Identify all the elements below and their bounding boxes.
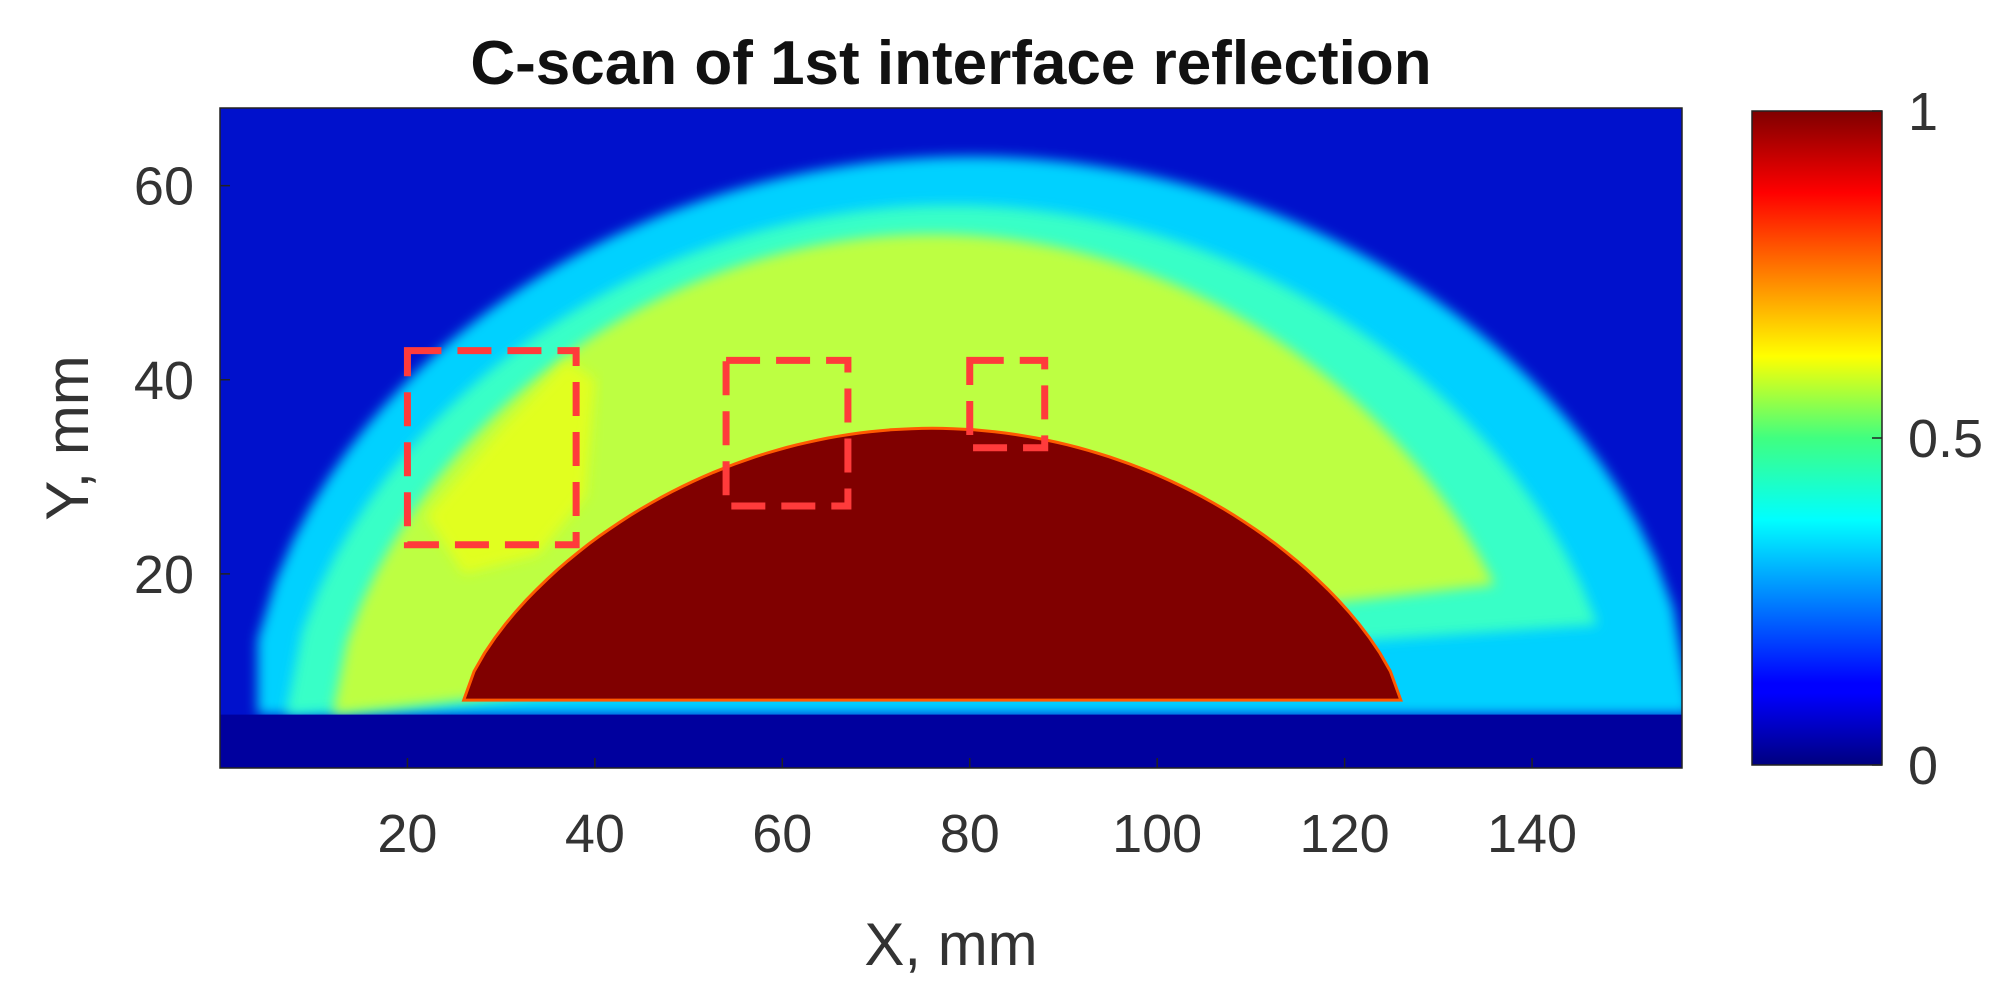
x-axis-ticks: 20 40 60 80 100 120 140 bbox=[377, 758, 1577, 864]
x-axis-label: X, mm bbox=[864, 911, 1037, 978]
x-tick-label: 100 bbox=[1112, 804, 1202, 864]
colorbar-tick-label: 1 bbox=[1908, 82, 1938, 142]
x-tick-label: 140 bbox=[1487, 804, 1577, 864]
heatmap-region-left-patch bbox=[426, 360, 595, 574]
x-tick-label: 120 bbox=[1300, 804, 1390, 864]
heatmap-plot-area bbox=[219, 107, 1683, 769]
y-tick-label: 40 bbox=[134, 351, 194, 411]
highlight-boxes bbox=[403, 347, 1049, 549]
colorbar-strip bbox=[1751, 110, 1883, 766]
x-tick-label: 20 bbox=[377, 804, 437, 864]
colorbar-ticks: 00.51 bbox=[1872, 82, 1983, 796]
colorbar-tick-label: 0.5 bbox=[1908, 409, 1983, 469]
plot-frame bbox=[219, 107, 1683, 769]
heatmap-region-bottom-strip bbox=[220, 714, 1682, 768]
heatmap-core-region bbox=[461, 426, 1403, 702]
y-axis-ticks: 20 40 60 bbox=[134, 157, 230, 605]
x-tick-label: 40 bbox=[565, 804, 625, 864]
colorbar: 00.51 bbox=[1751, 82, 1983, 796]
chart-title: C-scan of 1st interface reflection bbox=[470, 29, 1431, 98]
y-axis-label: Y, mm bbox=[34, 355, 101, 521]
y-tick-label: 60 bbox=[134, 157, 194, 217]
colorbar-tick-label: 0 bbox=[1908, 736, 1938, 796]
y-tick-label: 20 bbox=[134, 545, 194, 605]
x-tick-label: 60 bbox=[752, 804, 812, 864]
highlight-box-3 bbox=[966, 356, 1049, 452]
highlight-box-1 bbox=[403, 347, 580, 549]
heatmap-region-core bbox=[461, 426, 1403, 702]
highlight-box-2 bbox=[722, 356, 852, 510]
x-tick-label: 80 bbox=[940, 804, 1000, 864]
